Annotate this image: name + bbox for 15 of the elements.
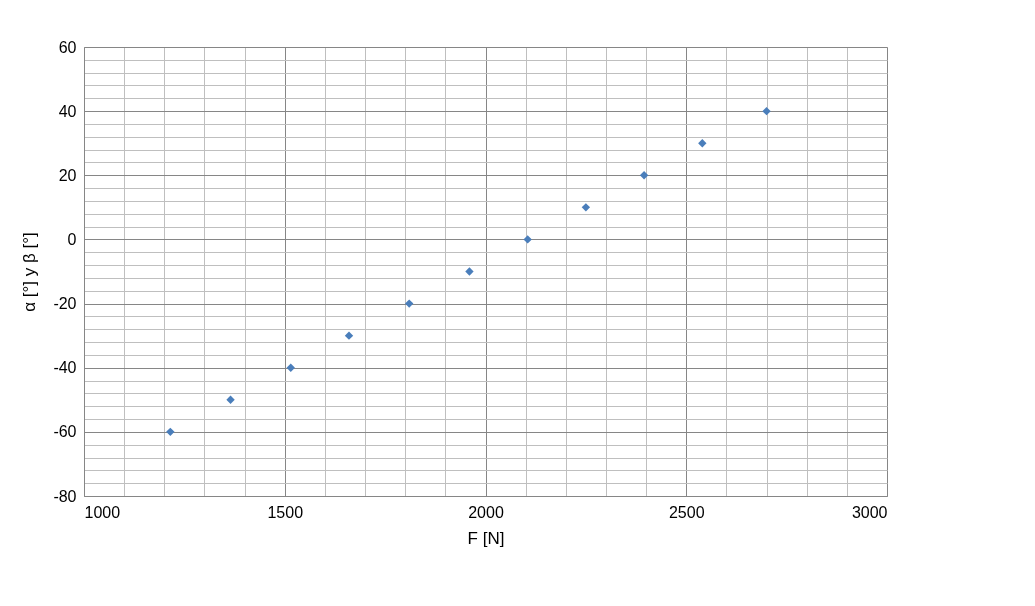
x-axis-title: F [N] — [467, 528, 505, 548]
y-tick-label: -20 — [53, 295, 77, 313]
x-tick-label: 2500 — [668, 503, 705, 521]
x-tick-label: 3000 — [851, 503, 888, 521]
y-tick-label: -40 — [53, 359, 77, 377]
y-axis-title: α [°] y β [°] — [20, 232, 40, 312]
x-tick-label: 1000 — [84, 503, 121, 521]
y-tick-label: 20 — [58, 166, 77, 184]
y-tick-label: -80 — [53, 487, 77, 505]
y-tick-label: 60 — [58, 38, 77, 56]
x-tick-label: 2000 — [468, 503, 504, 521]
y-tick-label: 0 — [67, 230, 77, 248]
y-tick-label: 40 — [58, 102, 77, 120]
y-tick-label: -60 — [53, 423, 77, 441]
x-tick-label: 1500 — [267, 503, 304, 521]
